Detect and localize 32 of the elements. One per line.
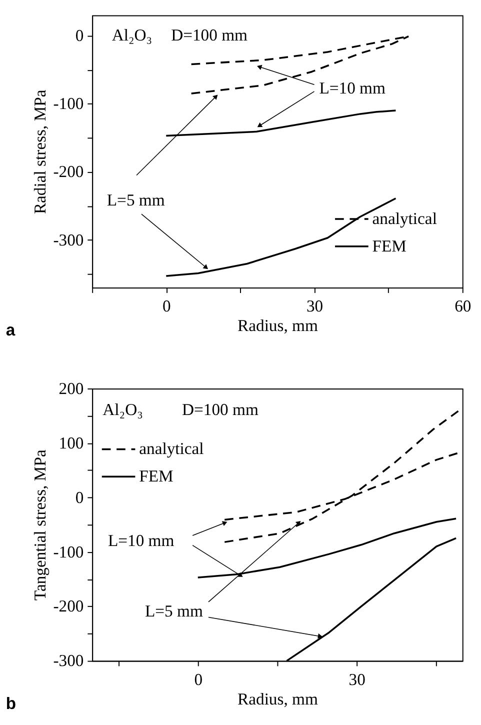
y-tick-label: 0 <box>75 26 84 46</box>
annotation: L=10 mm <box>319 78 386 98</box>
y-tick-label: 0 <box>75 488 84 507</box>
y-tick-label: -100 <box>53 94 84 114</box>
annotation: L=5 mm <box>144 602 203 621</box>
y-tick-label: -200 <box>53 596 84 616</box>
y-axis-title: Radial stress, MPa <box>30 89 50 214</box>
x-tick-label: 30 <box>348 670 366 689</box>
legend-label: FEM <box>139 466 174 486</box>
annotation: L=10 mm <box>108 530 174 550</box>
y-tick-label: -300 <box>53 651 84 670</box>
y-axis-title: Tangential stress, MPa <box>30 449 50 601</box>
y-tick-label: -300 <box>53 230 84 250</box>
y-tick-label: 200 <box>58 378 84 398</box>
y-tick-label: 100 <box>58 433 84 452</box>
annotation: Al₂O₃ <box>102 400 143 420</box>
x-tick-label: 60 <box>454 296 472 316</box>
y-tick-label: -200 <box>53 162 84 182</box>
annotation: L=5 mm <box>106 190 165 210</box>
x-axis-title: Radius, mm <box>238 316 318 336</box>
x-tick-label: 30 <box>306 296 324 316</box>
annotation: D=100 mm <box>182 400 258 420</box>
annotation: D=100 mm <box>171 26 248 45</box>
x-axis-title: Radius, mm <box>238 689 318 708</box>
legend-label: FEM <box>372 236 407 256</box>
text: b <box>6 694 16 713</box>
x-tick-label: 0 <box>162 296 171 316</box>
legend-label: analytical <box>372 208 438 228</box>
y-tick-label: -100 <box>53 542 84 562</box>
legend-label: analytical <box>139 439 204 458</box>
text: a <box>6 320 16 340</box>
annotation: Al₂O₃ <box>112 26 152 45</box>
